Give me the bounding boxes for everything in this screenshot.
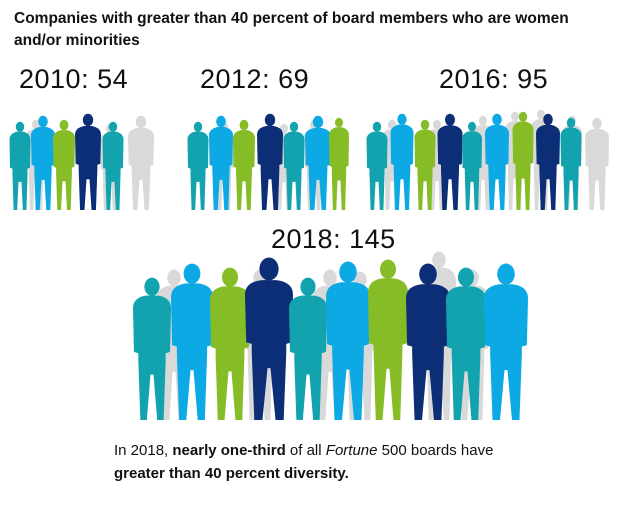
g2010-person-5 <box>128 115 154 210</box>
footer-note: In 2018, nearly one-third of all Fortune… <box>114 442 494 482</box>
label-2016: 2016: 95 <box>439 64 549 94</box>
g2018-person-9 <box>484 263 528 420</box>
label-2012: 2012: 69 <box>200 64 310 94</box>
chart-title: Companies with greater than 40 percent o… <box>14 10 569 49</box>
g2016-person-2 <box>414 119 436 210</box>
people-group-2018 <box>133 251 528 420</box>
g2018-person-3 <box>245 257 293 420</box>
g2010-person-0 <box>9 121 31 210</box>
label-2010: 2010: 54 <box>19 64 129 94</box>
g2018-person-7 <box>406 263 450 420</box>
people-group-2016 <box>366 109 609 210</box>
g2018-person-8 <box>446 267 486 420</box>
g2016-person-4 <box>462 121 482 210</box>
g2012-person-4 <box>283 121 305 210</box>
g2010-person-3 <box>75 113 101 210</box>
g2018-person-6 <box>368 259 408 420</box>
g2010-person-2 <box>53 119 75 210</box>
g2016-person-9 <box>585 117 609 210</box>
g2012-person-6 <box>329 117 349 210</box>
g2018-person-1 <box>171 263 213 420</box>
g2012-person-3 <box>257 113 283 210</box>
g2016-person-1 <box>390 113 414 210</box>
g2016-person-0 <box>366 121 388 210</box>
g2016-person-7 <box>536 113 560 210</box>
g2010-person-4 <box>102 121 124 210</box>
people-group-2010 <box>9 113 154 210</box>
g2016-person-8 <box>560 117 582 210</box>
g2012-person-1 <box>209 115 233 210</box>
g2018-person-0 <box>133 277 171 420</box>
people-group-2012 <box>187 113 349 210</box>
g2016-person-6 <box>512 111 534 210</box>
g2012-person-5 <box>305 115 331 210</box>
g2010-person-1 <box>31 115 55 210</box>
g2016-person-5 <box>485 113 509 210</box>
label-2018: 2018: 145 <box>271 224 396 254</box>
g2018-person-4 <box>289 277 327 420</box>
g2012-person-2 <box>233 119 255 210</box>
g2018-person-5 <box>326 261 370 420</box>
g2016-person-3 <box>437 113 463 210</box>
g2018-person-2 <box>210 267 250 420</box>
g2012-person-0 <box>187 121 209 210</box>
